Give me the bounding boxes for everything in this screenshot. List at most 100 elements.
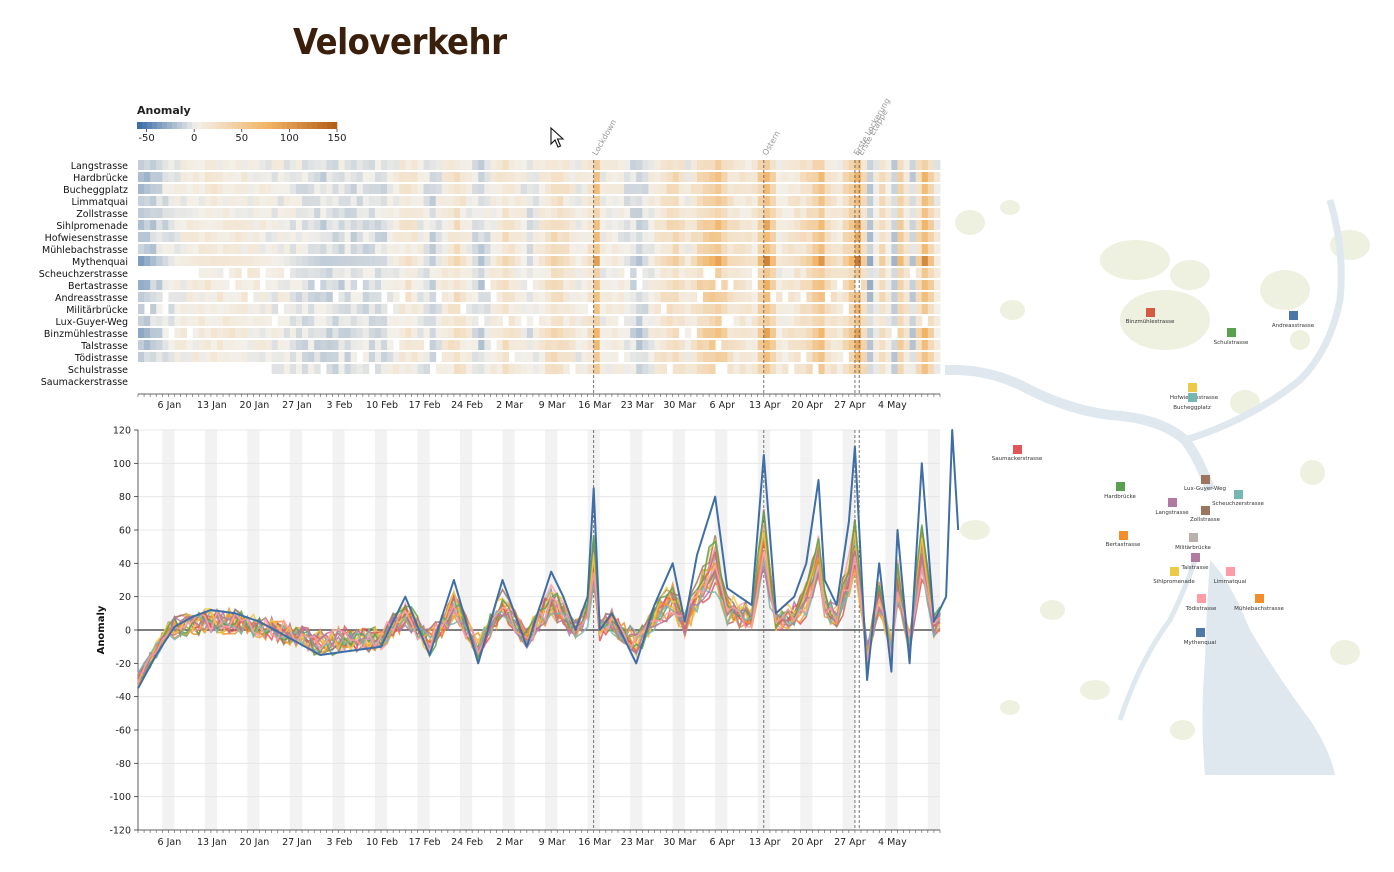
heatmap-cell: [374, 172, 382, 182]
heatmap-cell: [575, 244, 582, 254]
heatmap-cell: [885, 220, 892, 230]
heatmap-cell: [460, 220, 467, 230]
heatmap-cell: [447, 196, 455, 206]
heatmap-cell: [630, 256, 637, 266]
heatmap-cell: [399, 304, 406, 314]
heatmap-cell: [818, 184, 825, 194]
heatmap-cell: [271, 340, 279, 350]
heatmap-cell: [879, 352, 886, 362]
x-tick-label: 17 Feb: [409, 837, 441, 848]
heatmap-cell: [381, 364, 388, 374]
heatmap-cell: [909, 352, 917, 362]
heatmap-cell: [593, 184, 601, 194]
heatmap-cell: [824, 220, 832, 230]
heatmap-cell: [399, 328, 406, 338]
heatmap-cell: [611, 340, 619, 350]
x-tick-label: 13 Jan: [197, 837, 227, 848]
heatmap-cell: [253, 172, 260, 182]
legend-swatch: [282, 122, 288, 129]
heatmap-cell: [192, 232, 200, 242]
heatmap-cell: [502, 256, 510, 266]
heatmap-cell: [508, 328, 516, 338]
heatmap-cell: [162, 208, 169, 218]
heatmap-cell: [915, 220, 923, 230]
heatmap-cell: [721, 292, 728, 302]
heatmap-cell: [551, 172, 558, 182]
heatmap-cell: [690, 244, 698, 254]
heatmap-cell: [514, 232, 522, 242]
heatmap-cell: [854, 328, 862, 338]
heatmap-cell: [138, 316, 145, 326]
heatmap-cell: [368, 220, 376, 230]
heatmap-cell: [660, 160, 667, 170]
heatmap-cell: [393, 328, 400, 338]
heatmap-cell: [539, 340, 546, 350]
heatmap-cell: [611, 364, 619, 374]
heatmap-cell: [751, 160, 759, 170]
heatmap-cell: [223, 328, 230, 338]
heatmap-cell: [812, 316, 819, 326]
heatmap-cell: [666, 196, 674, 206]
legend-swatch: [327, 122, 333, 129]
heatmap-cell: [405, 268, 412, 278]
heatmap-cell: [696, 256, 704, 266]
heatmap-cell: [587, 352, 595, 362]
heatmap-cell: [344, 184, 352, 194]
heatmap-x-tick-label: 20 Jan: [240, 400, 270, 411]
heatmap-cell: [435, 280, 443, 290]
heatmap-cell: [223, 256, 230, 266]
heatmap-cell: [842, 316, 850, 326]
heatmap-cell: [605, 220, 613, 230]
heatmap-cell: [812, 340, 819, 350]
legend-swatch: [332, 122, 338, 129]
heatmap-cell: [162, 196, 169, 206]
heatmap-cell: [362, 184, 370, 194]
heatmap-cell: [387, 232, 394, 242]
heatmap-cell: [915, 196, 923, 206]
heatmap-cell: [666, 352, 674, 362]
heatmap-cell: [192, 208, 200, 218]
heatmap-cell: [180, 220, 188, 230]
heatmap-cell: [654, 316, 661, 326]
legend-swatch: [197, 122, 203, 129]
heatmap-cell: [757, 220, 765, 230]
heatmap-cell: [496, 268, 503, 278]
heatmap-cell: [490, 184, 497, 194]
heatmap-cell: [223, 220, 230, 230]
heatmap-cell: [836, 316, 844, 326]
heatmap-cell: [332, 172, 339, 182]
heatmap-cell: [642, 244, 649, 254]
heatmap-cell: [715, 316, 722, 326]
heatmap-row-label: Andreasstrasse: [55, 293, 128, 304]
heatmap-cell: [168, 316, 175, 326]
heatmap-cell: [295, 268, 303, 278]
heatmap-cell: [344, 352, 352, 362]
heatmap-cell: [150, 160, 157, 170]
heatmap-cell: [854, 268, 862, 278]
heatmap-cell: [909, 364, 917, 374]
heatmap-cell: [362, 172, 370, 182]
heatmap-cell: [229, 220, 236, 230]
heatmap-cell: [897, 232, 904, 242]
heatmap-cell: [405, 304, 412, 314]
heatmap-cell: [581, 256, 589, 266]
heatmap-cell: [696, 280, 704, 290]
heatmap-cell: [624, 256, 631, 266]
heatmap-cell: [532, 220, 540, 230]
heatmap-cell: [690, 172, 698, 182]
heatmap-cell: [539, 316, 546, 326]
heatmap-x-tick-label: 30 Mar: [663, 400, 696, 411]
heatmap-cell: [551, 160, 558, 170]
heatmap-cell: [751, 304, 759, 314]
heatmap-cell: [302, 232, 309, 242]
heatmap-cell: [854, 160, 862, 170]
heatmap-cell: [168, 280, 175, 290]
heatmap-cell: [265, 184, 273, 194]
heatmap-cell: [605, 184, 613, 194]
heatmap-cell: [441, 172, 449, 182]
heatmap-cell: [545, 280, 552, 290]
heatmap-cell: [150, 244, 157, 254]
heatmap-cell: [472, 280, 479, 290]
heatmap-cell: [794, 280, 801, 290]
heatmap-cell: [496, 172, 503, 182]
